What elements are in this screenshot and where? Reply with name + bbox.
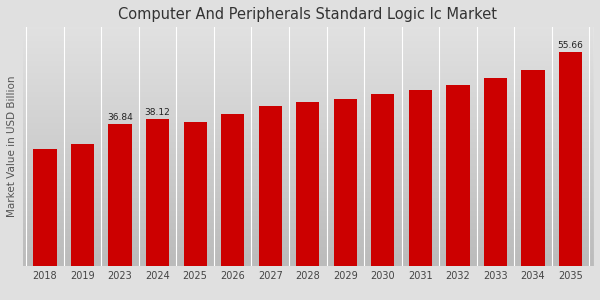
Text: 36.84: 36.84 [107, 113, 133, 122]
Text: 38.12: 38.12 [145, 108, 170, 117]
Y-axis label: Market Value in USD Billion: Market Value in USD Billion [7, 76, 17, 218]
Bar [146, 119, 169, 266]
Bar [259, 106, 282, 266]
Bar [371, 94, 394, 266]
Bar [296, 102, 319, 266]
Bar [71, 144, 94, 266]
Bar [334, 99, 357, 266]
Bar [521, 70, 545, 266]
Bar [559, 52, 582, 266]
Bar [184, 122, 207, 266]
Bar [446, 85, 470, 266]
Bar [484, 78, 507, 266]
Bar [221, 114, 244, 266]
Bar [409, 90, 432, 266]
Title: Computer And Peripherals Standard Logic Ic Market: Computer And Peripherals Standard Logic … [118, 7, 497, 22]
Bar [109, 124, 132, 266]
Text: 55.66: 55.66 [557, 41, 583, 50]
Bar [34, 149, 56, 266]
